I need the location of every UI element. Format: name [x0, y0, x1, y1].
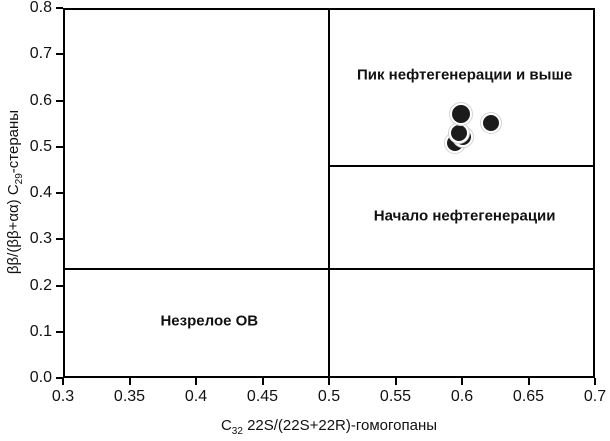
data-point	[449, 122, 470, 143]
y-axis-tick-label: 0.0	[29, 369, 52, 386]
y-axis-tick	[56, 284, 63, 287]
x-axis-tick	[527, 378, 530, 385]
y-axis-tick-label: 0.6	[29, 91, 52, 109]
y-axis-tick-label: 0.3	[29, 230, 52, 248]
zone-label-peak-oil-generation: Пик нефтегенерации и выше	[357, 66, 573, 84]
zone-divider-vertical	[328, 8, 330, 378]
x-axis-tick-label: 0.6	[450, 388, 474, 405]
y-axis-title-subscript: 29	[14, 173, 25, 185]
x-axis-tick	[128, 378, 131, 385]
x-axis-tick-label: 0.7	[583, 388, 607, 405]
y-axis-tick	[56, 145, 63, 148]
x-axis-tick	[62, 378, 64, 385]
zone-label-start-oil-generation: Начало нефтегенерации	[373, 207, 556, 225]
x-axis-tick	[261, 378, 264, 385]
data-point	[449, 102, 472, 125]
x-axis-title-rest: 22S/(22S+22R)-гомогопаны	[242, 417, 438, 434]
y-axis-tick	[56, 330, 63, 333]
x-axis-tick-label: 0.45	[246, 388, 279, 405]
x-axis-tick-label: 0.65	[512, 388, 545, 405]
y-axis-tick	[56, 53, 63, 56]
y-axis-tick	[56, 99, 63, 102]
x-axis-title-prefix: C	[220, 417, 232, 434]
x-axis-tick-label: 0.5	[317, 388, 341, 405]
data-point	[481, 113, 502, 134]
y-axis-title: ββ/(ββ+αα) C29-стераны	[5, 110, 25, 274]
zone-label-immature-om: Незрелое ОВ	[160, 312, 259, 330]
y-axis-tick-label: 0.8	[29, 0, 52, 16]
y-axis-title-prefix: ββ/(ββ+αα) C	[5, 184, 22, 275]
x-axis-tick	[594, 378, 596, 385]
x-axis-tick	[394, 378, 397, 385]
y-axis-tick-label: 0.1	[29, 322, 52, 340]
x-axis-title-subscript: 32	[231, 426, 243, 437]
y-axis-tick-label: 0.7	[29, 45, 52, 63]
y-axis-tick-label: 0.5	[29, 137, 52, 155]
y-axis-tick	[56, 377, 63, 379]
y-axis-tick	[56, 238, 63, 241]
x-axis-title: C32 22S/(22S+22R)-гомогопаны	[63, 417, 595, 437]
y-axis-tick	[56, 7, 63, 9]
y-axis-tick	[56, 192, 63, 194]
x-axis-tick-label: 0.3	[51, 388, 75, 405]
zone-divider-horizontal-full	[63, 268, 595, 271]
x-axis-tick-label: 0.35	[113, 388, 146, 405]
x-axis-tick	[461, 378, 463, 385]
y-axis-title-rest: -стераны	[5, 109, 22, 174]
x-axis-tick	[195, 378, 197, 385]
x-axis-tick	[328, 378, 330, 385]
y-axis-tick-label: 0.4	[29, 184, 52, 201]
y-axis-tick-label: 0.2	[29, 276, 52, 294]
zone-divider-horizontal-right	[329, 165, 595, 168]
x-axis-tick-label: 0.4	[184, 388, 208, 405]
x-axis-tick-label: 0.55	[379, 388, 412, 405]
